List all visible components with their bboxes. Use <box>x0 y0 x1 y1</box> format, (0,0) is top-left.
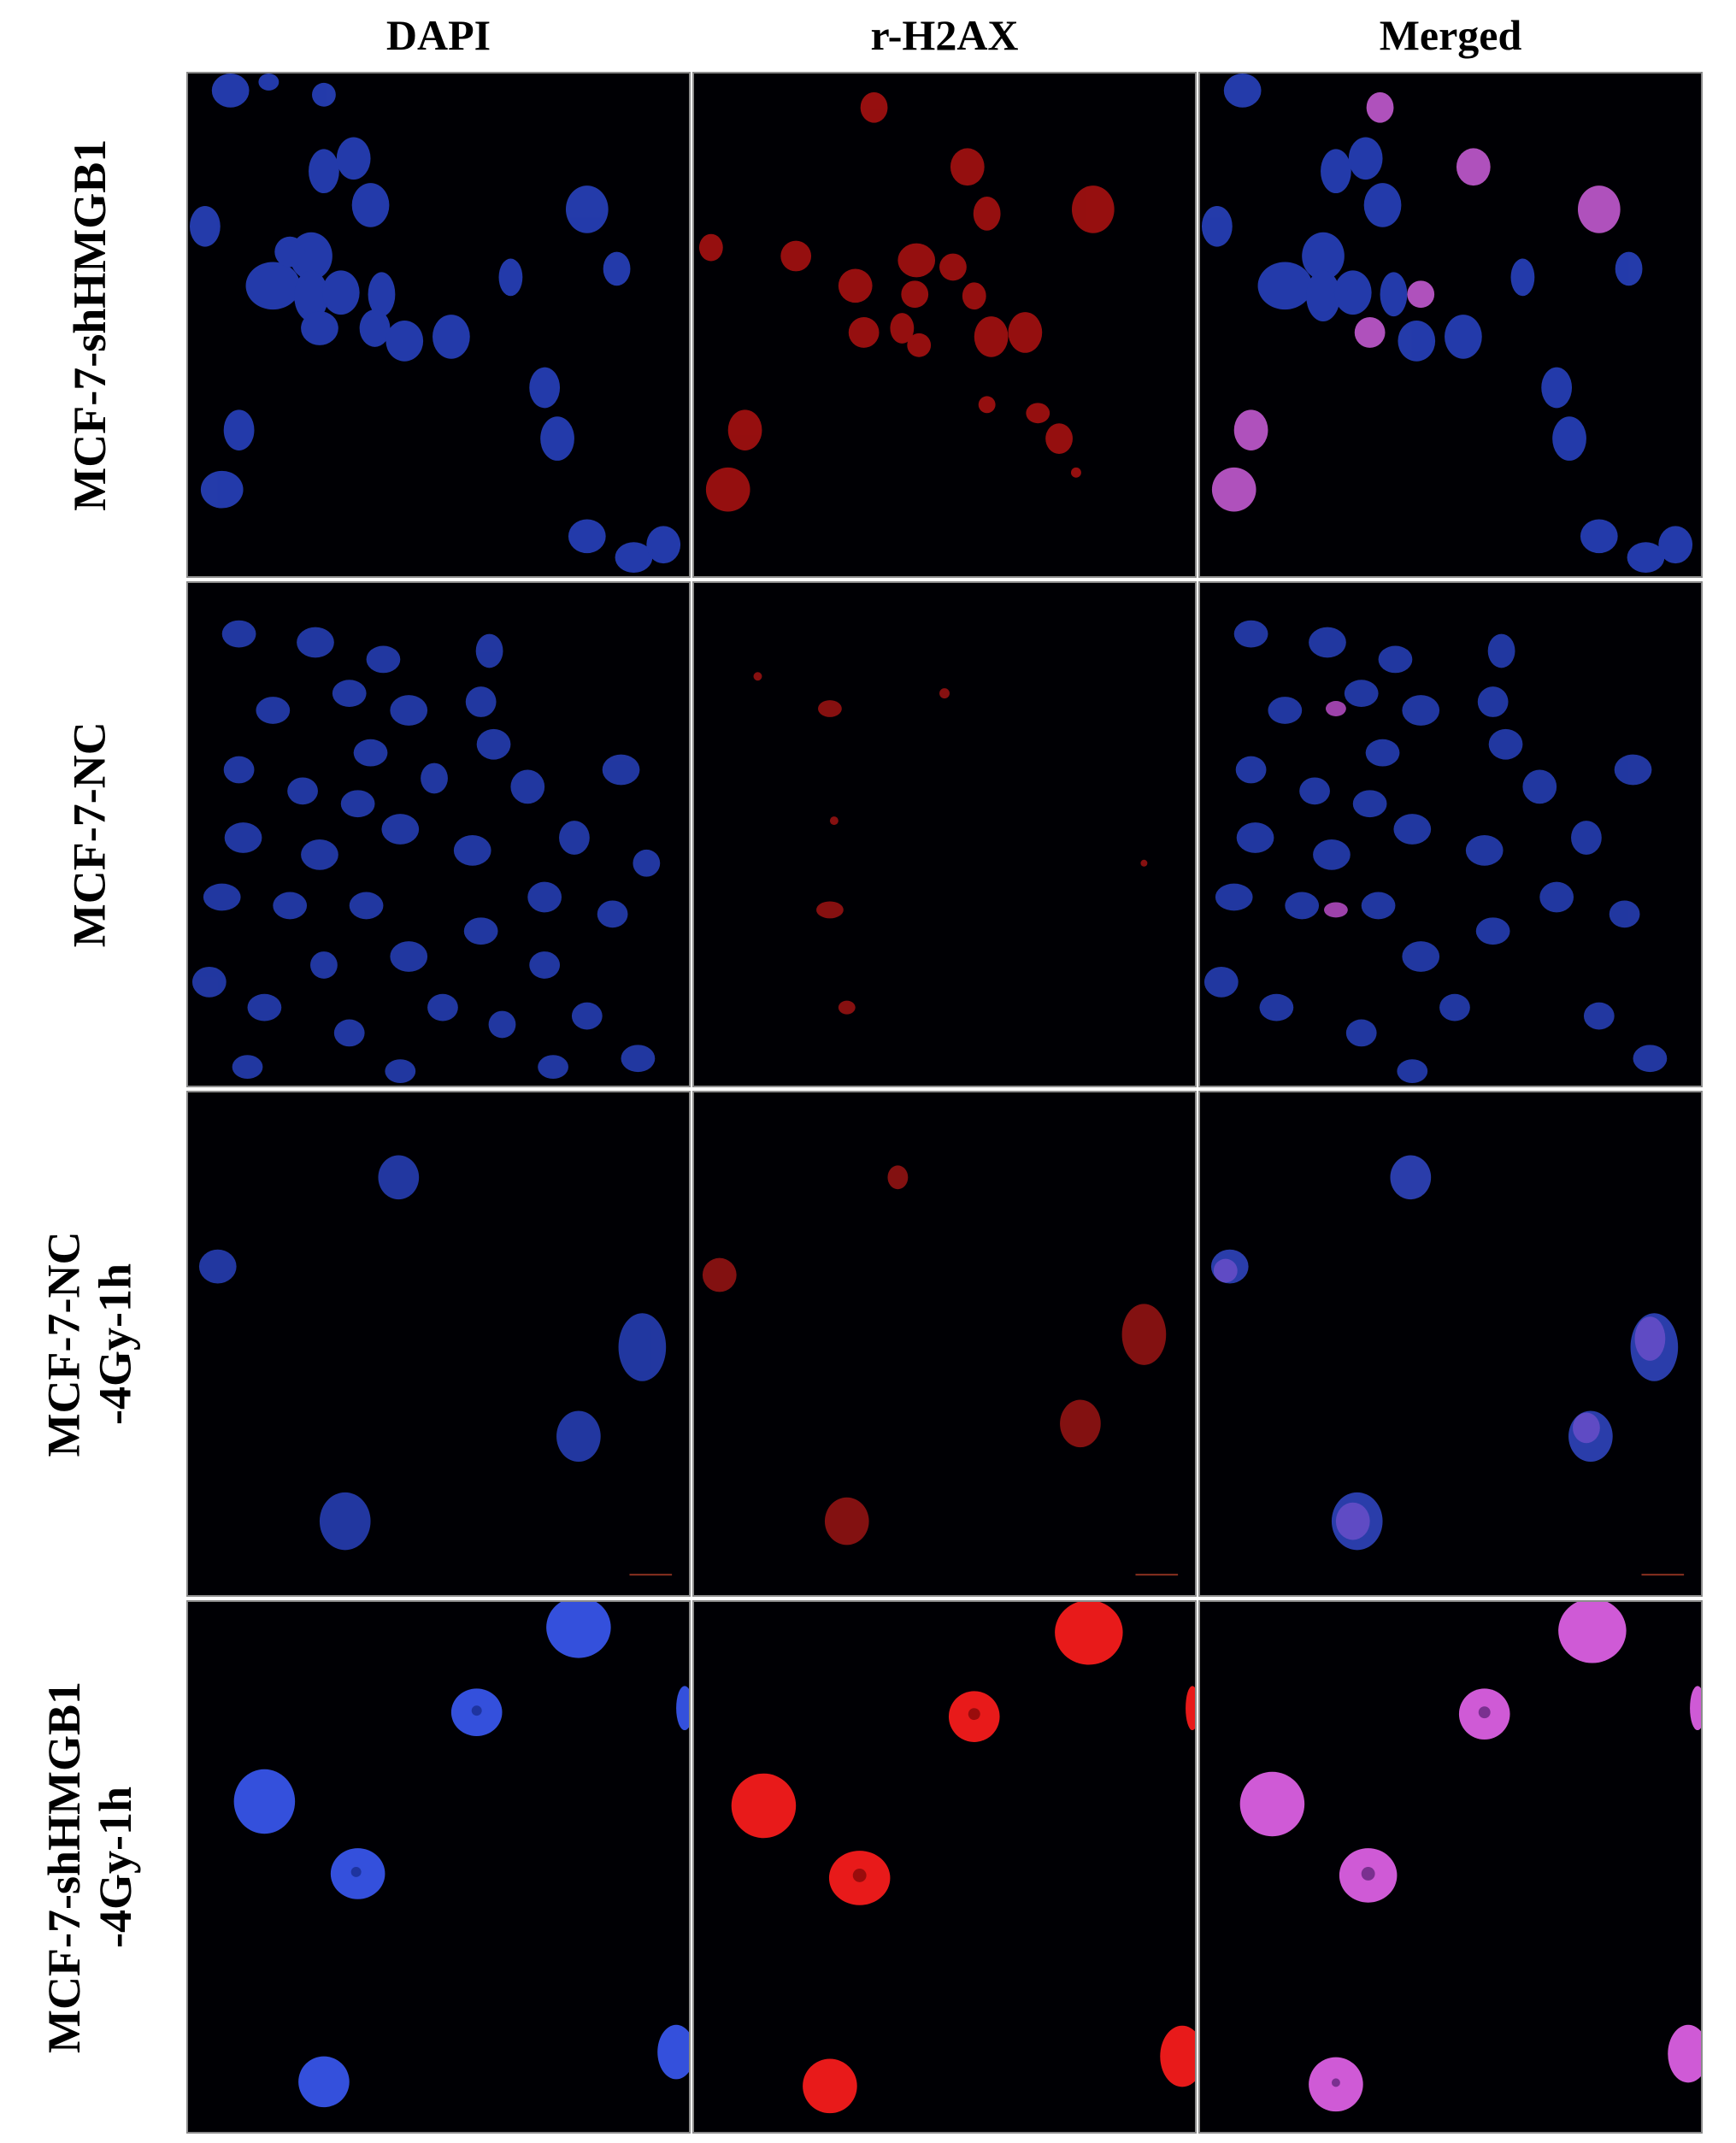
micrograph-row2-h2ax <box>692 581 1197 1087</box>
micrograph-row3-h2ax <box>692 1091 1197 1597</box>
column-header-dapi: DAPI <box>385 11 491 59</box>
column-header-merged: Merged <box>1379 11 1522 59</box>
row-label-4: MCF-7-shHMGB1 -4Gy-1h <box>0 1600 179 2134</box>
micrograph-row3-merged <box>1198 1091 1703 1597</box>
row-label-line: MCF-7-shHMGB1 <box>63 138 115 511</box>
row-label-line: -4Gy-1h <box>90 1786 142 1948</box>
row-label-3: MCF-7-NC -4Gy-1h <box>0 1091 179 1597</box>
column-header-h2ax: r-H2AX <box>870 11 1019 59</box>
micrograph-row1-dapi <box>186 72 691 578</box>
micrograph-row1-h2ax <box>692 72 1197 578</box>
micrograph-row3-dapi <box>186 1091 691 1597</box>
micrograph-row2-merged <box>1198 581 1703 1087</box>
row-label-line: MCF-7-shHMGB1 <box>38 1681 90 2053</box>
micrograph-row4-h2ax <box>692 1600 1197 2134</box>
micrograph-row2-dapi <box>186 581 691 1087</box>
row-label-1: MCF-7-shHMGB1 <box>0 72 179 578</box>
row-label-line: MCF-7-NC <box>63 721 115 947</box>
row-label-2: MCF-7-NC <box>0 581 179 1087</box>
row-label-line: -4Gy-1h <box>90 1263 142 1425</box>
micrograph-row4-dapi <box>186 1600 691 2134</box>
micrograph-row1-merged <box>1198 72 1703 578</box>
row-label-line: MCF-7-NC <box>38 1231 90 1457</box>
micrograph-row4-merged <box>1198 1600 1703 2134</box>
